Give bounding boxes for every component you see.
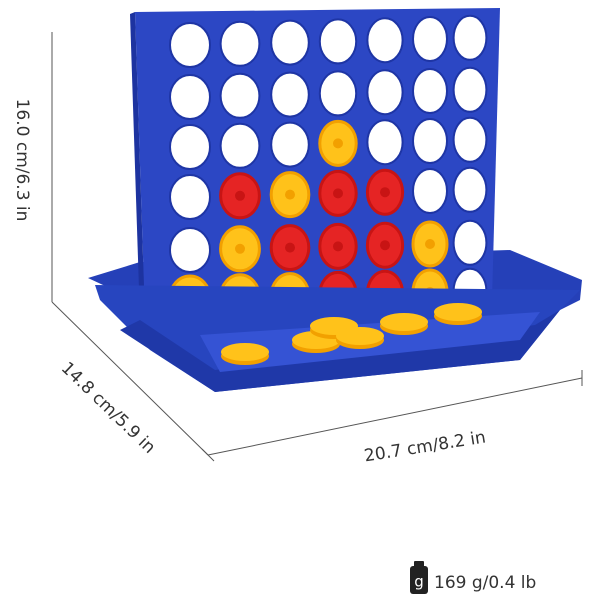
loose-discs — [221, 303, 482, 365]
hole — [366, 119, 404, 166]
hole — [270, 71, 310, 118]
board — [130, 8, 500, 322]
weight-icon-letter: g — [414, 573, 424, 591]
disc-star — [285, 189, 295, 200]
hole — [169, 124, 211, 170]
height-label: 16.0 cm/6.3 in — [12, 99, 32, 222]
hole — [270, 19, 310, 66]
depth-label: 14.8 cm/5.9 in — [57, 358, 159, 458]
hole — [270, 121, 310, 168]
hole — [452, 116, 488, 163]
hole — [169, 174, 211, 220]
hole — [219, 72, 261, 119]
disc — [221, 343, 269, 361]
hole — [452, 166, 488, 213]
disc — [336, 327, 384, 345]
depth-line — [51, 301, 209, 456]
hole — [169, 22, 211, 68]
hole — [452, 14, 488, 61]
disc-star — [333, 241, 343, 252]
hole — [318, 70, 358, 117]
disc-star — [285, 242, 295, 253]
board-edge — [130, 12, 145, 320]
hole — [412, 168, 448, 214]
hole — [169, 74, 211, 120]
hole — [219, 122, 261, 169]
hole — [412, 16, 448, 62]
disc — [380, 313, 428, 331]
disc-star — [333, 138, 343, 149]
disc-star — [333, 188, 343, 199]
disc-star — [235, 190, 245, 201]
hole — [318, 18, 358, 65]
tray-rim — [120, 310, 560, 392]
disc-star — [425, 239, 435, 249]
width-line — [207, 377, 583, 456]
hole — [366, 17, 404, 64]
tick — [201, 448, 215, 462]
disc — [434, 303, 482, 321]
weight-icon — [410, 566, 428, 594]
weight-label: 169 g/0.4 lb — [434, 573, 536, 593]
width-label: 20.7 cm/8.2 in — [363, 428, 487, 467]
hole — [452, 66, 488, 113]
hole — [412, 68, 448, 114]
disc-star — [380, 240, 390, 251]
hole — [169, 227, 211, 273]
hole — [452, 219, 488, 266]
disc-star — [380, 187, 390, 198]
hole — [219, 20, 261, 67]
dimension-lines — [51, 32, 583, 462]
weight-icon-top — [414, 561, 424, 567]
hole — [412, 118, 448, 164]
hole — [366, 69, 404, 116]
disc-star — [235, 243, 245, 254]
